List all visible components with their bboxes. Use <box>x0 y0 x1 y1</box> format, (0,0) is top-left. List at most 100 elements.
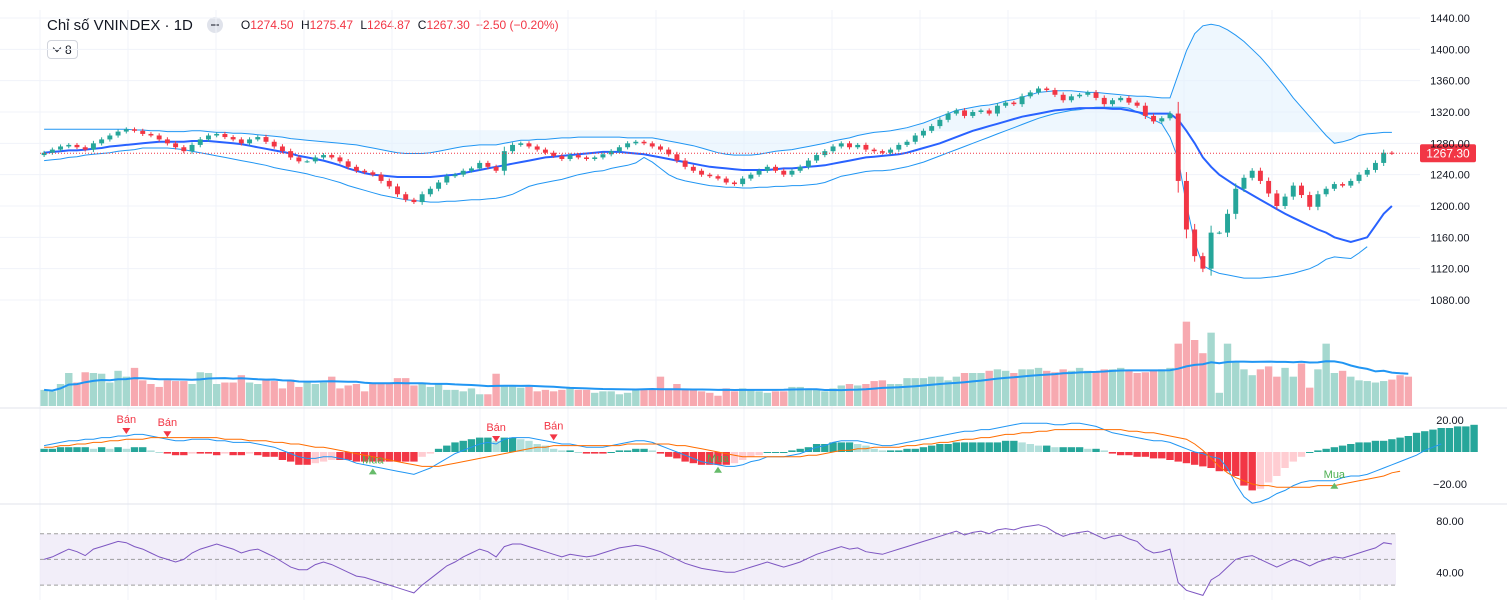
price-axis-tick: 1320.00 <box>1430 107 1470 119</box>
candle <box>962 108 968 119</box>
volume-bar <box>65 373 73 406</box>
macd-histogram-bar <box>574 452 582 453</box>
macd-histogram-bar <box>155 452 163 453</box>
volume-bar <box>1314 369 1322 406</box>
candle-body <box>600 154 606 158</box>
candle-body <box>649 143 655 147</box>
candle-body <box>978 110 984 112</box>
candle-body <box>625 143 631 148</box>
candle-body <box>1192 229 1198 257</box>
volume-bar <box>1018 369 1026 406</box>
macd-histogram-bar <box>1010 440 1018 452</box>
macd-histogram-bar <box>106 448 114 452</box>
candle <box>501 146 507 176</box>
volume-bar <box>492 373 500 406</box>
candle <box>616 145 622 154</box>
volume-bar <box>706 392 714 406</box>
volume-bar <box>1404 376 1413 406</box>
candle-body <box>271 141 277 147</box>
volume-bar <box>541 389 550 406</box>
macd-histogram-bar <box>566 450 574 452</box>
macd-histogram-bar <box>73 447 81 452</box>
volume-bar <box>1092 372 1100 406</box>
open-key: O <box>240 18 251 32</box>
volume-bar <box>385 384 393 406</box>
candle-body <box>1348 180 1354 186</box>
candle <box>1003 100 1009 108</box>
candle <box>386 178 392 189</box>
symbol-title[interactable]: Chỉ số VNINDEX · 1D <box>47 16 193 34</box>
candle <box>625 141 631 150</box>
candle-body <box>814 155 820 161</box>
candle-body <box>206 135 211 140</box>
candle <box>468 166 474 173</box>
candle <box>74 142 80 150</box>
candle-body <box>436 182 442 189</box>
macd-histogram-bar <box>1116 452 1125 456</box>
high-value: 1275.47 <box>309 18 354 32</box>
candle <box>814 152 820 163</box>
volume-bar <box>1240 369 1248 406</box>
macd-histogram-bar <box>780 452 788 453</box>
macd-histogram-bar <box>1248 452 1256 491</box>
volume-bar <box>270 381 278 406</box>
macd-histogram-bar <box>1067 447 1076 452</box>
volume-bar <box>81 372 89 406</box>
macd-histogram-bar <box>1034 445 1043 452</box>
signal-annotations: Bán Bán Bán Bán Mua Mua Mua <box>117 414 1346 489</box>
candle <box>559 153 565 162</box>
candle-body <box>994 105 1000 114</box>
volume-bar <box>229 382 237 406</box>
candle-body <box>1241 177 1247 189</box>
hide-indicator-icon[interactable] <box>206 17 223 33</box>
volume-bar <box>319 382 328 406</box>
macd-histogram-bar <box>56 447 65 452</box>
candle <box>822 149 828 158</box>
macd-histogram-bar <box>870 448 878 452</box>
candle <box>197 137 203 148</box>
volume-bar <box>1166 367 1174 406</box>
volume-bar <box>221 382 229 406</box>
last-price-badge <box>1420 144 1476 163</box>
volume-bar <box>163 380 172 406</box>
macd-histogram-bar <box>673 452 681 459</box>
macd-histogram-bar <box>1297 452 1306 457</box>
volume-bar <box>475 394 484 406</box>
candle <box>781 168 787 177</box>
candle-body <box>510 144 516 152</box>
candle-body <box>1208 232 1214 269</box>
candle-body <box>929 126 935 131</box>
macd-histogram-bar <box>360 452 369 462</box>
candle-body <box>674 154 680 161</box>
volume-bar <box>1174 343 1182 406</box>
candle <box>452 172 458 179</box>
candle <box>1044 86 1050 92</box>
sell-label: Bán <box>158 417 178 429</box>
macd-histogram-bar <box>1330 447 1339 452</box>
macd-histogram-bar <box>738 452 747 460</box>
macd-histogram-bar <box>1190 452 1199 465</box>
macd-histogram-bar <box>985 442 993 452</box>
candle-body <box>345 161 351 167</box>
candle-body <box>1142 105 1148 116</box>
candle <box>477 160 483 171</box>
macd-histogram-bar <box>541 445 550 452</box>
volume-bar <box>648 389 656 406</box>
candle <box>1257 167 1263 185</box>
candle <box>132 127 137 133</box>
candle-body <box>395 186 400 195</box>
candle-body <box>370 172 376 175</box>
candle <box>1068 94 1074 103</box>
volume-bar <box>558 389 566 406</box>
macd-histogram-bar <box>1338 445 1347 452</box>
macd-histogram-bar <box>1158 452 1166 459</box>
volume-bar <box>681 389 689 406</box>
macd-histogram-bar <box>65 447 73 452</box>
candle <box>937 117 943 129</box>
candle-body <box>1052 90 1058 95</box>
candle-body <box>304 161 310 163</box>
price-axis-tick: 1160.00 <box>1431 232 1470 244</box>
volume-bar <box>829 388 837 406</box>
volume-bar <box>1289 376 1297 406</box>
